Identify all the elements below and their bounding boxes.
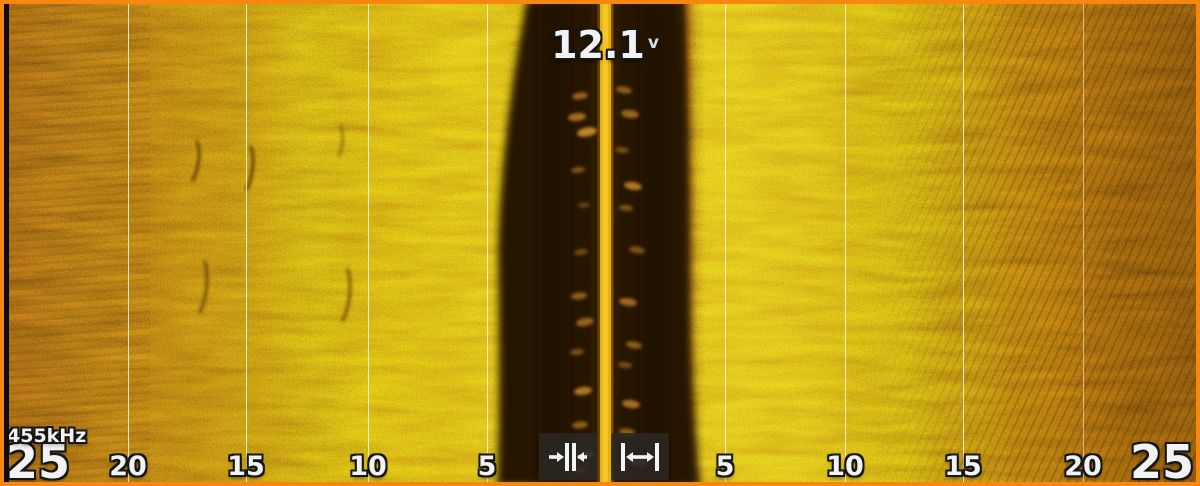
range-tick-label: 20	[109, 451, 147, 482]
range-tick-label: 5	[715, 451, 735, 482]
voltage-value: 12.1	[551, 23, 645, 67]
voltage-unit: v	[647, 33, 659, 53]
grid-line	[963, 0, 964, 486]
right-texture-striations	[870, 0, 1200, 486]
range-tick-label: 15	[227, 451, 265, 482]
arrows-collapse-horizontal-icon	[549, 442, 587, 471]
range-tick-label: 20	[1064, 451, 1102, 482]
sonar-centerline	[597, 0, 614, 486]
grid-line	[1083, 0, 1084, 486]
grid-line	[487, 0, 488, 486]
range-tick-label: 10	[826, 451, 864, 482]
grid-line	[128, 0, 129, 486]
range-tick-label: 10	[349, 451, 387, 482]
grid-line	[845, 0, 846, 486]
range-max-label-right: 25	[1129, 435, 1194, 486]
left-edge-strip	[4, 4, 9, 482]
range-max-label-left: 25	[6, 435, 71, 486]
range-zoom-in-button[interactable]	[539, 433, 597, 480]
range-button-group	[539, 433, 669, 480]
left-texture-striations	[0, 0, 150, 486]
range-tick-label: 5	[477, 451, 497, 482]
grid-line	[725, 0, 726, 486]
bottom-features	[191, 124, 352, 322]
arrows-expand-horizontal-icon	[621, 442, 659, 471]
range-tick-label: 15	[944, 451, 982, 482]
range-zoom-out-button[interactable]	[611, 433, 669, 480]
voltage-readout: 12.1 v	[551, 26, 659, 64]
frequency-label: 455kHz	[7, 425, 87, 447]
grid-line	[246, 0, 247, 486]
grid-line	[368, 0, 369, 486]
